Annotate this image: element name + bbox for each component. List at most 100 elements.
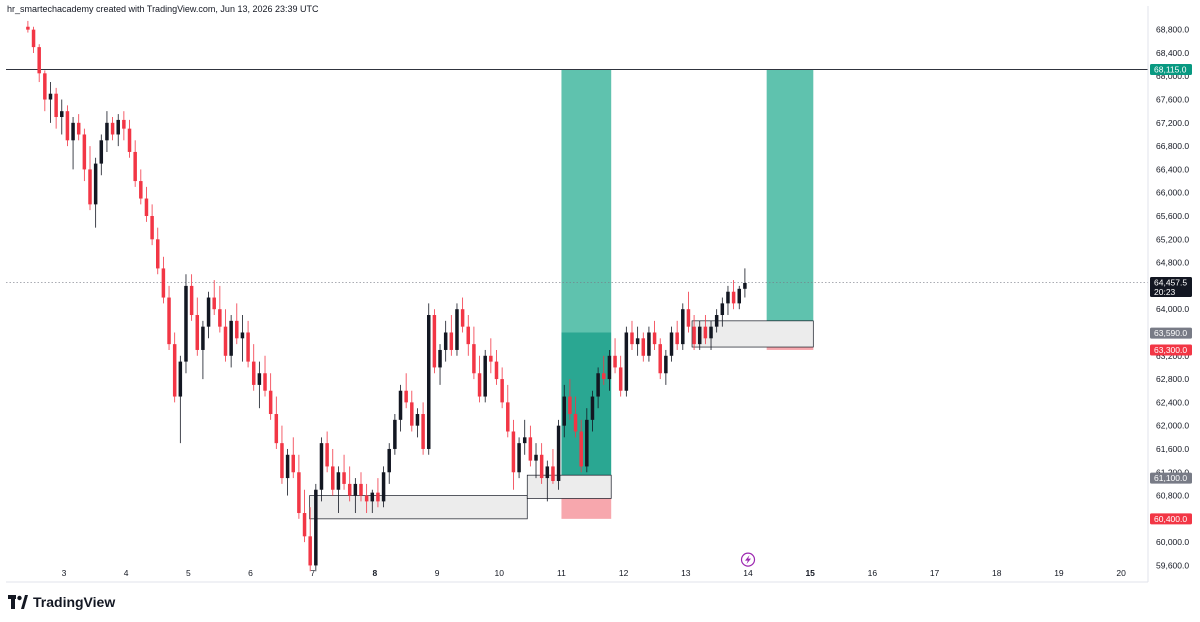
candle-67	[404, 373, 408, 409]
take-profit-zone-3[interactable]	[766, 69, 814, 334]
candle-0	[26, 20, 30, 33]
candle-77	[460, 297, 465, 333]
candle-27	[178, 355, 183, 444]
price-label-text: 60,400.0	[1154, 514, 1187, 524]
candle-53	[325, 431, 329, 473]
candle-98	[579, 419, 583, 473]
candle-125	[731, 280, 736, 310]
candles-layer	[26, 20, 747, 572]
candle-29	[189, 274, 194, 321]
price-label-text: 63,300.0	[1154, 345, 1187, 355]
lightning-icon[interactable]	[740, 552, 756, 567]
candle-24	[161, 256, 166, 304]
price-tick-label: 68,800.0	[1156, 25, 1189, 35]
price-labels: 68,115.0 64,457.520:23 63,590.0 63,300.0 61,…	[1150, 64, 1192, 525]
candle-17	[122, 111, 126, 141]
candle-13	[99, 134, 104, 176]
price-tick-label: 62,000.0	[1156, 421, 1189, 431]
candle-28	[184, 274, 188, 374]
demand-box-zone-6[interactable]	[526, 474, 612, 499]
price-label-text: 63,590.0	[1154, 328, 1187, 338]
date-tick-label: 14	[743, 568, 753, 578]
candle-65	[393, 414, 397, 455]
candle-106	[624, 326, 629, 397]
candle-31	[201, 320, 205, 380]
price-label-text: 68,115.0	[1154, 65, 1187, 75]
price-tick-label: 61,600.0	[1156, 444, 1189, 454]
candle-1	[31, 26, 36, 53]
date-tick-label: 15	[805, 568, 815, 578]
candle-115	[675, 320, 679, 350]
candle-9	[76, 114, 81, 141]
price-label-5: 60,400.0	[1150, 513, 1192, 525]
candle-111	[652, 320, 657, 350]
candle-68	[410, 390, 414, 432]
candle-73	[438, 344, 442, 385]
price-tick-label: 67,600.0	[1156, 95, 1189, 105]
candle-49	[302, 489, 307, 543]
take-profit-zone-0[interactable]	[561, 69, 612, 333]
candle-7	[65, 105, 70, 147]
candle-36	[229, 315, 233, 368]
price-label-4: 61,100.0	[1150, 472, 1192, 484]
candle-19	[133, 140, 137, 187]
date-tick-label: 11	[557, 568, 566, 578]
candle-113	[664, 349, 668, 385]
candle-96	[568, 379, 572, 420]
price-tick-label: 62,800.0	[1156, 374, 1189, 384]
candle-107	[630, 320, 634, 350]
candle-118	[692, 315, 696, 350]
candle-127	[743, 268, 747, 298]
candle-22	[150, 204, 154, 246]
candle-25	[167, 285, 171, 350]
candle-14	[105, 111, 109, 152]
price-tick-label: 66,400.0	[1156, 164, 1189, 174]
candle-21	[144, 186, 149, 222]
candle-79	[472, 326, 476, 380]
candle-37	[235, 303, 239, 345]
candle-15	[110, 117, 115, 141]
candle-60	[364, 483, 369, 514]
candle-126	[737, 285, 742, 310]
date-tick-label: 7	[310, 568, 315, 578]
price-tick-label: 63,200.0	[1156, 351, 1189, 361]
candle-58	[353, 478, 358, 514]
candle-33	[212, 280, 216, 316]
demand-box-zone-5[interactable]	[309, 495, 528, 520]
date-tick-label: 20	[1116, 568, 1126, 578]
candle-3	[43, 70, 47, 112]
candle-69	[415, 408, 420, 438]
candle-6	[60, 99, 64, 135]
candle-93	[551, 448, 555, 484]
candle-4	[48, 82, 53, 123]
candle-101	[596, 367, 600, 409]
price-tick-label: 65,600.0	[1156, 211, 1189, 221]
price-tick-label: 61,200.0	[1156, 467, 1189, 477]
candle-84	[500, 367, 504, 409]
candle-110	[647, 326, 651, 362]
date-tick-label: 18	[992, 568, 1002, 578]
candle-92	[545, 460, 550, 502]
price-axis[interactable]: 68,800.0 68,400.0 68,000.0 67,600.0 67,200.0…	[1156, 25, 1189, 571]
price-tick-label: 64,800.0	[1156, 258, 1189, 268]
candle-85	[506, 384, 510, 438]
candle-114	[669, 326, 674, 362]
candle-78	[466, 315, 471, 356]
candle-39	[246, 320, 250, 368]
candle-100	[590, 390, 595, 432]
candle-18	[127, 119, 132, 158]
candle-120	[703, 315, 708, 345]
price-label-1: 64,457.520:23	[1150, 277, 1192, 298]
candle-51	[314, 483, 318, 572]
candle-76	[455, 303, 459, 356]
date-tick-label: 3	[62, 568, 67, 578]
candle-75	[449, 315, 454, 356]
price-tick-label: 62,400.0	[1156, 397, 1189, 407]
price-tick-label: 60,000.0	[1156, 537, 1189, 547]
time-axis[interactable]: 3 4 5 6 7 8 9 10 11 12 13 14 15 16 17 18 19 20	[62, 568, 1127, 578]
candle-89	[528, 425, 533, 467]
candle-46	[285, 448, 290, 496]
candle-91	[539, 443, 544, 484]
price-label-2: 63,590.0	[1150, 327, 1192, 339]
